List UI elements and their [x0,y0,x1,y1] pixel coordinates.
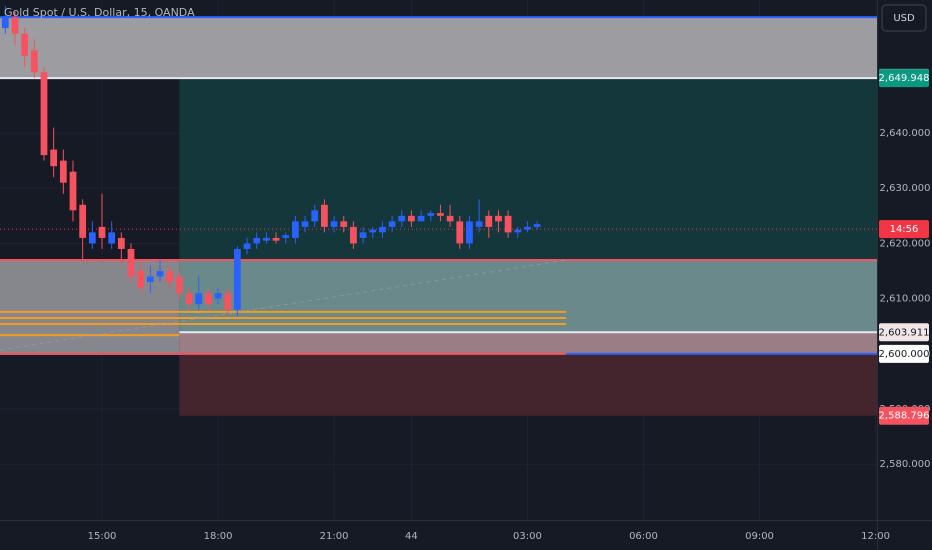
plot [1,6,541,316]
price-label-box [879,344,929,363]
candle-body [11,17,19,34]
candle-body [379,226,386,233]
candle-body [146,276,154,283]
candle-body [175,276,183,294]
candle-body [282,235,290,238]
candle-body [292,221,299,238]
candle-body [311,210,319,222]
candle-body [330,221,338,227]
candle-body [369,229,377,233]
candle-body [214,293,222,299]
candle-body [243,243,251,249]
x-tick-label: 09:00 [745,531,774,542]
candle-body [533,224,541,227]
zone [179,78,878,260]
x-tick-label: 12:00 [861,531,890,542]
candle-body [30,50,38,73]
candle-body [50,149,58,167]
candle-body [98,226,106,238]
candle-body [466,221,473,244]
candle-body [166,271,174,283]
candle-body [88,232,96,244]
candle-body [408,215,415,222]
candle-body [79,204,87,238]
candle-body [446,215,454,222]
y-tick-label: 2,610.000 [880,294,931,305]
x-tick-label: 18:00 [204,531,233,542]
price-label-box [879,323,929,342]
price-label-box [879,69,929,88]
zone [0,17,877,79]
candle-body [59,160,67,183]
chart-title: Gold Spot / U.S. Dollar, 15, OANDA [4,6,195,19]
x-tick-label: 03:00 [513,531,542,542]
y-tick-label: 2,640.000 [880,128,931,139]
price-label: 2,600.000 [879,349,930,360]
x-tick-label: 06:00 [629,531,658,542]
x-tick-label: 21:00 [320,531,349,542]
candle-body [40,72,48,156]
candle-body [340,221,348,227]
zone [179,260,878,333]
zone [0,260,180,355]
candle-body [272,237,280,241]
price-label-box [879,406,929,425]
price-label: 2,588.796 [879,411,930,422]
price-label: 2,649.948 [879,73,930,84]
candle-body [321,204,328,227]
candle-body [156,271,164,277]
candle-body [253,237,261,244]
candle-body [514,229,522,233]
candle-body [108,232,116,244]
candle-body [398,215,406,222]
y-tick-label: 2,620.000 [880,238,931,249]
candle-body [388,221,396,227]
candle-body [485,215,493,227]
price-label-box [879,220,929,239]
candle-body [524,226,531,230]
price-label: 2,603.911 [879,327,930,338]
x-tick-label: 44 [405,531,418,542]
zone [179,353,878,416]
candle-body [301,221,309,227]
candle-body [195,293,203,305]
candle-body [437,213,444,216]
candle-body [185,293,193,305]
candle-body [127,248,135,277]
candle-body [224,293,232,310]
y-tick-label: 2,630.000 [880,183,931,194]
y-tick-label: 2,580.000 [880,459,931,470]
candle-body [475,221,483,227]
candle-body [204,293,212,305]
candle-body [1,17,9,29]
axes: 2,580.0002,590.0002,600.0002,610.0002,62… [88,68,931,542]
candle-body [504,215,512,233]
candle-body [350,226,357,244]
x-tick-label: 15:00 [88,531,117,542]
candle-body [263,237,270,241]
candle-body [456,221,464,244]
candle-body [417,215,425,222]
candle-body [69,171,77,211]
candle-body [359,232,367,238]
candle-body [137,271,145,288]
candle-body [427,213,435,216]
candle-body [233,248,241,310]
price-label: 14:56 [890,224,919,235]
currency-button[interactable] [881,4,927,32]
zone [179,332,878,354]
candle-body [21,33,29,56]
candle-body [495,215,502,222]
candle-body [117,237,125,249]
currency-label[interactable]: USD [893,13,915,24]
